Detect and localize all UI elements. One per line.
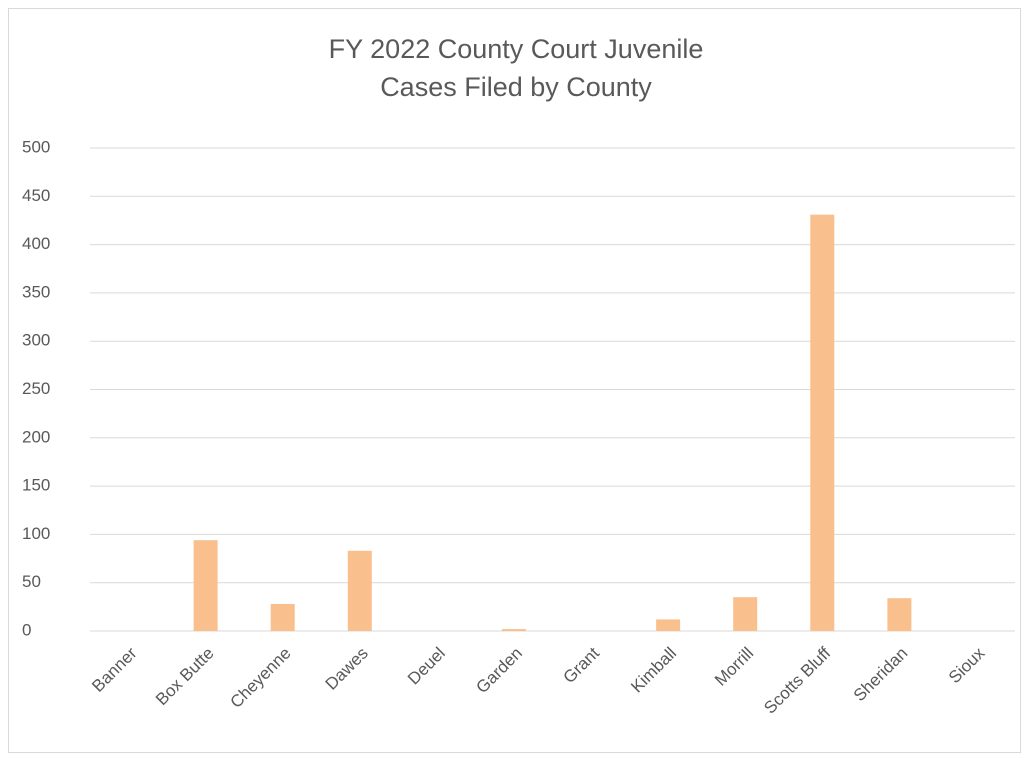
chart-title: FY 2022 County Court Juvenile Cases File…	[328, 34, 704, 102]
y-tick-label: 100	[22, 524, 50, 543]
y-tick-label: 350	[22, 282, 50, 301]
y-tick-label: 300	[22, 331, 50, 350]
bar	[347, 550, 372, 631]
y-tick-label: 200	[22, 427, 50, 446]
y-tick-label: 500	[22, 137, 50, 156]
y-tick-label: 50	[22, 572, 41, 591]
y-tick-label: 400	[22, 234, 50, 253]
bar	[656, 619, 681, 631]
bar	[733, 597, 758, 631]
y-tick-label: 250	[22, 379, 50, 398]
bar	[270, 603, 295, 631]
chart-border	[8, 8, 1021, 753]
bar	[887, 598, 912, 631]
bar	[193, 540, 218, 631]
bar	[501, 629, 526, 631]
y-tick-label: 450	[22, 186, 50, 205]
y-tick-label: 0	[22, 620, 31, 639]
bar	[810, 214, 835, 632]
y-tick-label: 150	[22, 476, 50, 495]
